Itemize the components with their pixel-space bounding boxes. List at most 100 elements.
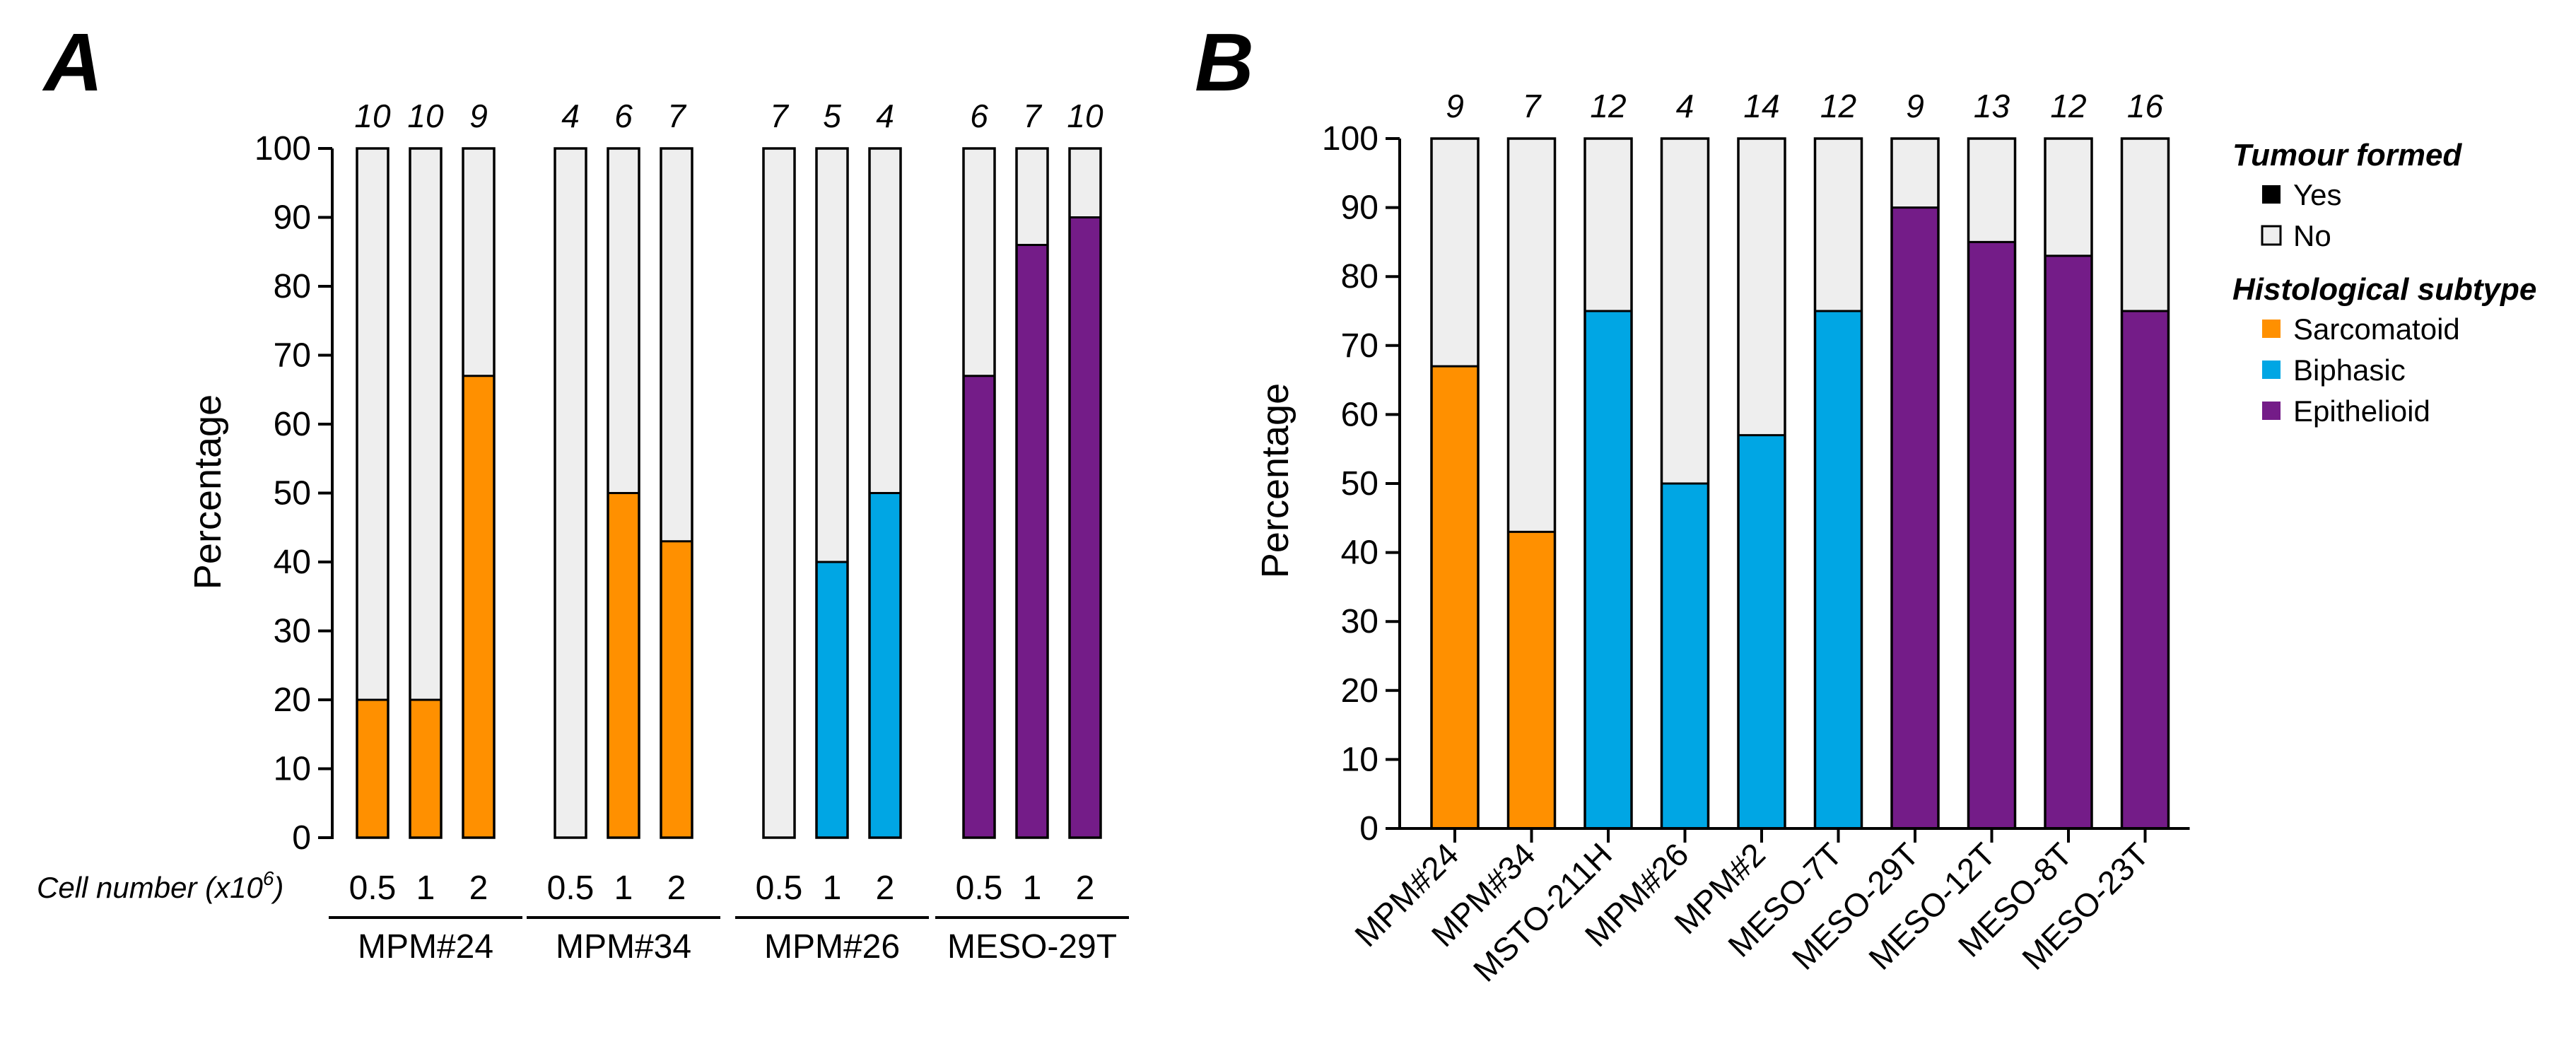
- legend-swatch-yes: [2262, 185, 2281, 204]
- panel-a-bar-outline: [554, 147, 587, 839]
- panel-b-count-label: 16: [2127, 88, 2164, 124]
- panel-a-bar-no-segment: [555, 148, 586, 838]
- panel-a-bar-outline: [462, 147, 496, 839]
- panel-b-bar-yes-segment: [2121, 311, 2169, 828]
- panel-a-cell-number-tick: 2: [876, 869, 895, 907]
- panel-a-bar-yes-segment: [463, 375, 494, 838]
- panel-a-bar-yes-segment: [1070, 217, 1101, 838]
- panel-a-bar-yes-segment: [816, 562, 848, 838]
- panel-a-bar-outline: [868, 147, 902, 839]
- panel-a-group-label: MPM#24: [358, 928, 493, 966]
- panel-b-y-tick-label: 20: [1341, 672, 1378, 710]
- panel-b-y-tick-label: 0: [1359, 810, 1378, 848]
- legend-label-sarcomatoid: Sarcomatoid: [2293, 312, 2460, 346]
- panel-b-y-tick-label: 60: [1341, 396, 1378, 433]
- panel-a-count-label: 6: [614, 98, 633, 134]
- panel-a-bar-outline: [1015, 147, 1049, 839]
- panel-b-bar-yes-segment: [1508, 532, 1555, 828]
- panel-a-count-label: 7: [667, 98, 686, 134]
- panel-a-cell-number-tick: 0.5: [956, 869, 1003, 907]
- panel-a-y-tick-label: 30: [274, 613, 311, 650]
- legend: Tumour formed Yes No Histological subtyp…: [2232, 138, 2536, 428]
- panel-a-y-ticks: 0 10 20 30 40 50 60 70 80 90 100: [254, 130, 334, 857]
- panel-a-y-tick-label: 60: [274, 406, 311, 443]
- panel-b-bar-yes-segment: [1585, 311, 1632, 828]
- panel-a-bar-outline: [815, 147, 849, 839]
- panel-b-bars: 9 7 12 4 14 12 9 13 12 16: [1430, 88, 2170, 830]
- panel-b-letter: B: [1195, 16, 1254, 108]
- panel-a-bar-outline: [762, 147, 796, 839]
- panel-a-cell-number-tick: 0.5: [756, 869, 803, 907]
- panel-a-cell-number-tick: 1: [614, 869, 633, 907]
- panel-a-count-label: 9: [469, 98, 488, 134]
- panel-b-count-label: 4: [1676, 88, 1694, 124]
- panel-b-count-label: 12: [1820, 88, 1856, 124]
- legend-title-subtype: Histological subtype: [2232, 272, 2536, 307]
- panel-a-count-label: 6: [970, 98, 988, 134]
- legend-label-no: No: [2293, 219, 2331, 252]
- panel-a-bar-outline: [962, 147, 996, 839]
- panel-a-bar-outline: [607, 147, 640, 839]
- panel-b-y-axis-label: Percentage: [1254, 383, 1296, 578]
- panel-a-bar-outline: [409, 147, 443, 839]
- panel-a-group-label: MPM#34: [556, 928, 691, 966]
- panel-a-bar-yes-segment: [608, 493, 639, 838]
- panel-a-group-label: MESO-29T: [947, 928, 1117, 966]
- panel-a-group-label: MPM#26: [764, 928, 900, 966]
- panel-a-count-label: 10: [1067, 98, 1103, 134]
- panel-a-bar-outline: [1068, 147, 1102, 839]
- panel-b-y-tick-label: 80: [1341, 258, 1378, 295]
- panel-b-count-label: 9: [1446, 88, 1464, 124]
- panel-a-y-tick-label: 20: [274, 681, 311, 719]
- legend-swatch-no: [2261, 225, 2282, 246]
- panel-a-y-tick-label: 40: [274, 544, 311, 581]
- panel-b-y-tick-label: 40: [1341, 534, 1378, 572]
- panel-a-count-label: 7: [770, 98, 789, 134]
- panel-b-bar-yes-segment: [1815, 311, 1862, 828]
- panel-a-cell-number-tick: 0.5: [547, 869, 595, 907]
- panel-a-y-tick-label: 50: [274, 475, 311, 512]
- panel-a-bar-yes-segment: [870, 493, 901, 838]
- panel-a-bar-yes-segment: [410, 700, 441, 838]
- panel-a-y-tick-label: 10: [274, 751, 311, 788]
- legend-label-epithelioid: Epithelioid: [2293, 394, 2430, 428]
- panel-a-y-tick-label: 90: [274, 199, 311, 237]
- panel-b-bar-yes-segment: [2045, 255, 2092, 828]
- panel-a-bar-outline: [660, 147, 693, 839]
- panel-b-x-labels: MPM#24MPM#34MSTO-211HMPM#26MPM#2MESO-7TM…: [1347, 827, 2190, 989]
- panel-b-y-tick-label: 10: [1341, 741, 1378, 778]
- panel-a-count-label: 5: [823, 98, 841, 134]
- legend-swatch-sarcomatoid: [2262, 320, 2281, 338]
- panel-a-y-tick-label: 70: [274, 337, 311, 375]
- panel-a-count-label: 4: [561, 98, 580, 134]
- panel-a-count-label: 10: [354, 98, 391, 134]
- panel-a-letter: A: [42, 16, 103, 108]
- panel-b: B Percentage 0 10 20 30 40 50 60 70 80 90 100 9 7 12…: [1195, 16, 2190, 989]
- panel-b-bar-yes-segment: [1892, 207, 1938, 829]
- panel-a-bars: 10 10 9 4 6 7 7 5 4 6 7 10: [354, 98, 1103, 839]
- panel-b-bar-yes-segment: [1432, 366, 1478, 828]
- panel-b-count-label: 14: [1743, 88, 1779, 124]
- panel-a-bar-yes-segment: [661, 541, 692, 838]
- panel-a-cell-number-label: Cell number (x106): [37, 867, 283, 904]
- panel-b-y-tick-label: 70: [1341, 327, 1378, 365]
- panel-a-cell-number-tick: 2: [1076, 869, 1095, 907]
- panel-a-bar-no-segment: [763, 148, 795, 838]
- panel-a-bar-outline: [356, 147, 390, 839]
- panel-a-cell-number-tick: 1: [416, 869, 435, 907]
- panel-a-bar-yes-segment: [964, 375, 995, 838]
- legend-label-biphasic: Biphasic: [2293, 353, 2406, 387]
- legend-swatch-epithelioid: [2262, 402, 2281, 420]
- legend-label-yes: Yes: [2293, 178, 2342, 211]
- panel-b-y-tick-label: 30: [1341, 603, 1378, 640]
- panel-b-bar-yes-segment: [1738, 435, 1785, 828]
- legend-swatch-biphasic: [2262, 361, 2281, 379]
- panel-b-count-label: 7: [1523, 88, 1542, 124]
- panel-a-bar-yes-segment: [357, 700, 388, 838]
- panel-b-count-label: 12: [1590, 88, 1626, 124]
- panel-a-count-label: 4: [876, 98, 894, 134]
- panel-a-cell-number-tick: 2: [469, 869, 488, 907]
